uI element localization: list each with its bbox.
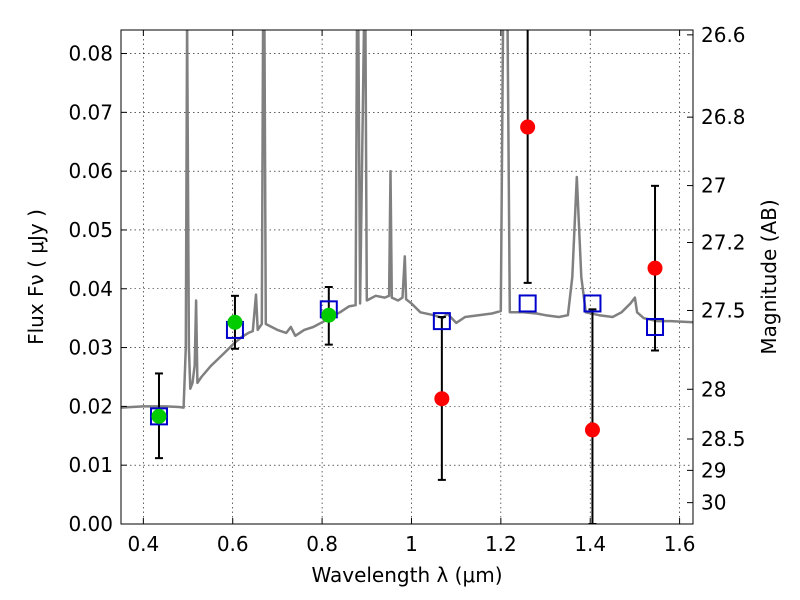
y-tick-label: 0.01 xyxy=(68,453,113,477)
model-square-marker xyxy=(432,312,451,331)
x-tick-label: 1.2 xyxy=(485,532,517,556)
x-axis-label: Wavelength λ (μm) xyxy=(311,563,502,587)
y2-tick-label: 26.8 xyxy=(701,105,746,129)
plot-frame xyxy=(120,29,694,525)
detection-marker xyxy=(227,314,243,330)
y-axis-label: Flux Fν ( μJy ) xyxy=(24,209,48,345)
y2-tick-label: 30 xyxy=(701,491,726,515)
nondetection-marker xyxy=(520,119,536,135)
x-tick-label: 0.4 xyxy=(127,532,159,556)
y2-axis-label: Magnitude (AB) xyxy=(757,199,781,354)
y2-tick-label: 27.2 xyxy=(701,231,746,255)
nondetection-marker xyxy=(647,260,663,276)
y2-tick-label: 28.5 xyxy=(701,427,746,451)
model-square-marker xyxy=(583,294,602,313)
x-tick-label: 1 xyxy=(405,532,418,556)
data-layer xyxy=(121,30,693,524)
y-tick-label: 0.08 xyxy=(68,42,113,66)
y-tick-label: 0.00 xyxy=(68,512,113,536)
model-square-marker xyxy=(149,407,168,426)
model-square-marker xyxy=(518,294,537,313)
y-tick-label: 0.05 xyxy=(68,218,113,242)
y2-tick-label: 27.5 xyxy=(701,298,746,322)
y-tick-label: 0.03 xyxy=(68,336,113,360)
y2-tick-label: 29 xyxy=(701,458,726,482)
x-tick-label: 0.6 xyxy=(217,532,249,556)
y-tick-label: 0.06 xyxy=(68,159,113,183)
model-square-marker xyxy=(646,317,665,336)
nondetection-marker xyxy=(584,422,600,438)
y-tick-label: 0.07 xyxy=(68,100,113,124)
ticks: 0.4 0.6 0.8 1 1.2 1.4 1.6 0.00 0.01 0.02 0.03 0.04 0… xyxy=(68,23,745,556)
y2-tick-label: 28 xyxy=(701,377,726,401)
plot-background xyxy=(121,30,693,524)
y2-tick-label: 26.6 xyxy=(701,23,746,47)
detection-marker xyxy=(151,408,167,424)
spectrum-line xyxy=(121,30,693,409)
x-tick-label: 1.6 xyxy=(664,532,696,556)
y2-tick-label: 27 xyxy=(701,174,726,198)
nondetection-marker xyxy=(434,391,450,407)
x-tick-label: 0.8 xyxy=(306,532,338,556)
detection-marker xyxy=(321,307,337,323)
y-tick-label: 0.02 xyxy=(68,394,113,418)
x-tick-label: 1.4 xyxy=(574,532,606,556)
y-tick-label: 0.04 xyxy=(68,277,113,301)
